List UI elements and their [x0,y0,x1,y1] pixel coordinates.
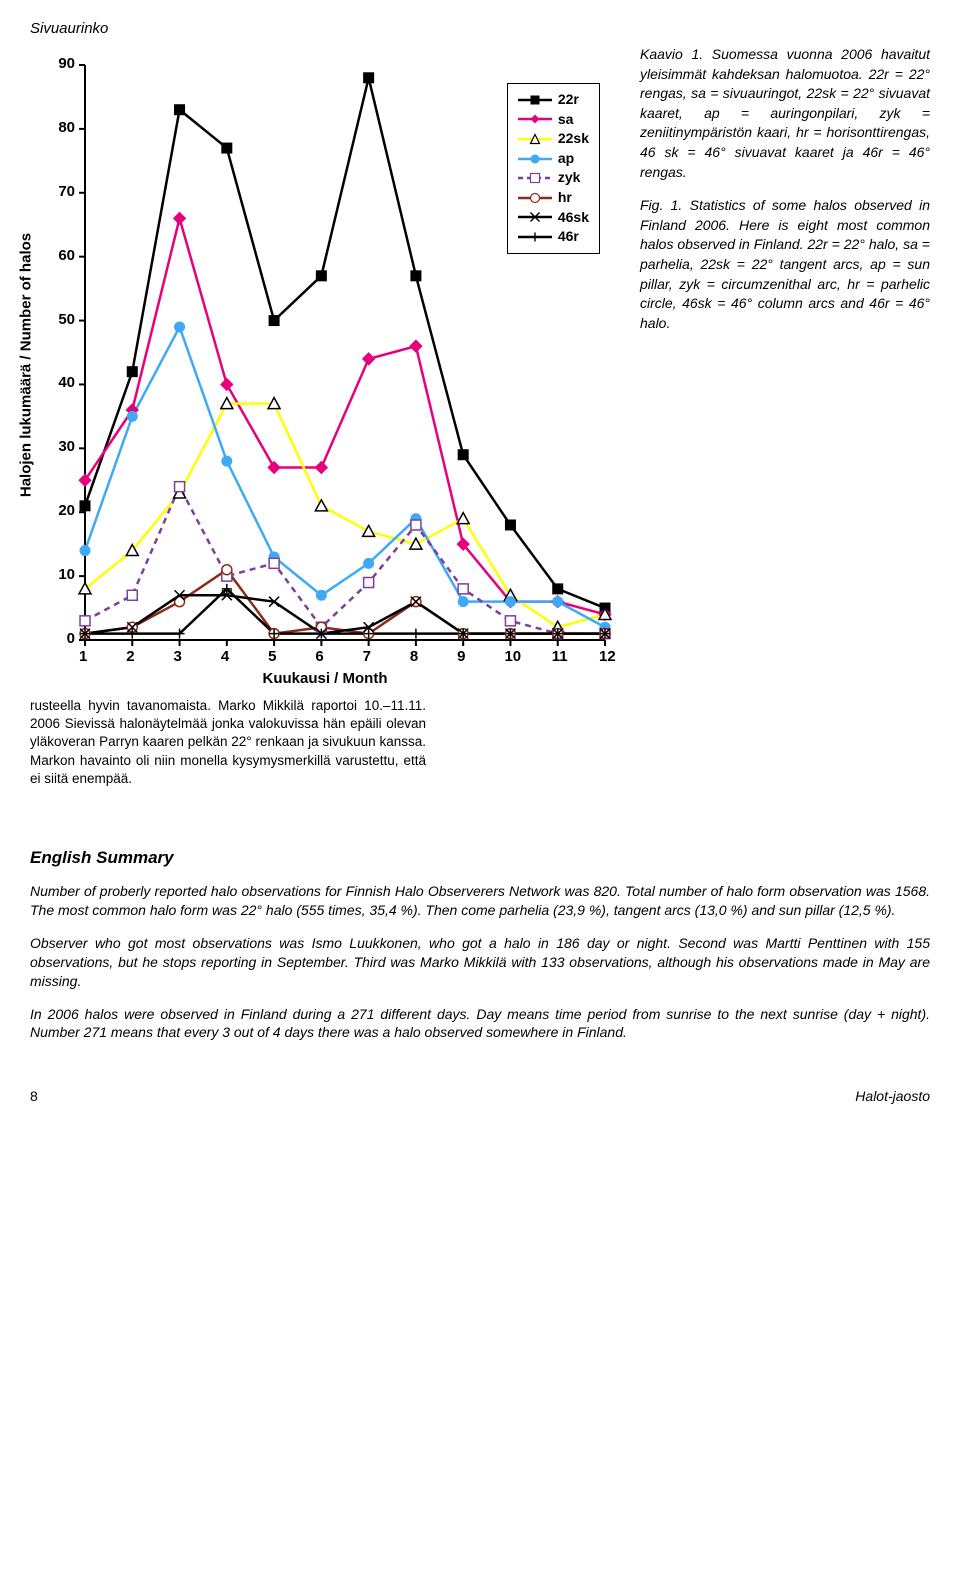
x-tick: 2 [126,648,134,665]
legend-label: 46sk [558,208,589,228]
legend-item-46sk: 46sk [518,208,589,228]
y-tick: 50 [58,311,75,328]
page-number: 8 [30,1088,38,1104]
legend-item-ap: ap [518,149,589,169]
english-p3: In 2006 halos were observed in Finland d… [30,1005,930,1043]
x-tick: 12 [599,648,616,665]
english-summary-heading: English Summary [30,848,930,868]
y-tick: 80 [58,119,75,136]
caption-en: Fig. 1. Statistics of some halos observe… [640,196,930,333]
y-tick: 40 [58,374,75,391]
x-tick: 11 [552,648,568,665]
legend-label: sa [558,110,574,130]
x-tick: 9 [457,648,465,665]
legend-label: 46r [558,227,579,247]
y-tick: 70 [58,183,75,200]
legend-label: hr [558,188,572,208]
finnish-body-text: rusteella hyvin tavanomaista. Marko Mikk… [30,697,426,788]
caption-fi: Kaavio 1. Suomessa vuonna 2006 havaitut … [640,45,930,182]
legend-label: 22sk [558,129,589,149]
top-section: Halojen lukumäärä / Number of halos Kuuk… [30,45,930,685]
x-axis-label: Kuukausi / Month [263,670,388,687]
x-tick: 8 [410,648,418,665]
y-tick: 60 [58,247,75,264]
figure-caption: Kaavio 1. Suomessa vuonna 2006 havaitut … [640,45,930,685]
y-tick: 90 [58,55,75,72]
x-tick: 4 [221,648,229,665]
legend-label: zyk [558,168,581,188]
footer-section: Halot-jaosto [855,1088,930,1104]
legend-label: 22r [558,90,579,110]
y-tick: 10 [58,566,75,583]
x-tick: 5 [268,648,276,665]
legend-label: ap [558,149,574,169]
x-tick: 6 [315,648,323,665]
page-header: Sivuaurinko [30,20,930,37]
english-summary: English Summary Number of proberly repor… [30,848,930,1042]
english-p1: Number of proberly reported halo observa… [30,882,930,920]
legend-item-zyk: zyk [518,168,589,188]
x-tick: 7 [363,648,371,665]
x-tick: 10 [504,648,521,665]
x-tick: 3 [174,648,182,665]
y-axis-label: Halojen lukumäärä / Number of halos [18,233,35,497]
y-tick: 0 [67,630,75,647]
english-p2: Observer who got most observations was I… [30,934,930,991]
y-tick: 30 [58,438,75,455]
legend: 22rsa22skapzykhr46sk46r [507,83,600,254]
y-tick: 20 [58,502,75,519]
page-footer: 8 Halot-jaosto [30,1082,930,1104]
halo-chart: Halojen lukumäärä / Number of halos Kuuk… [30,45,620,685]
legend-item-22r: 22r [518,90,589,110]
x-tick: 1 [79,648,87,665]
legend-item-46r: 46r [518,227,589,247]
legend-item-22sk: 22sk [518,129,589,149]
legend-item-sa: sa [518,110,589,130]
legend-item-hr: hr [518,188,589,208]
